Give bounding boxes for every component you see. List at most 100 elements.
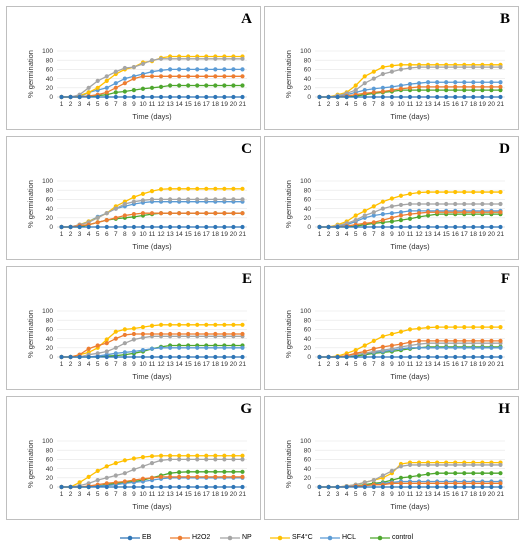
data-point [131, 467, 137, 472]
data-point [380, 344, 385, 349]
data-point [471, 338, 476, 343]
data-point [149, 354, 155, 360]
data-point [222, 67, 227, 72]
data-point [453, 325, 458, 330]
x-tick-label: 4 [87, 101, 91, 108]
data-point [480, 80, 485, 85]
data-point [416, 84, 422, 89]
y-axis-title: % germination [284, 310, 293, 358]
data-point [362, 224, 367, 230]
data-point [158, 74, 164, 79]
data-point [362, 213, 367, 218]
x-tick-label: 12 [157, 491, 165, 498]
data-point [122, 350, 127, 355]
data-point [480, 65, 485, 70]
data-point [353, 348, 358, 353]
legend: EB H2O2 NP SF4°C HCL control [120, 532, 420, 546]
y-tick-label: 40 [46, 466, 54, 473]
data-point [231, 197, 236, 202]
x-tick-label: 11 [407, 491, 414, 498]
data-point [149, 94, 155, 100]
data-point [231, 74, 236, 79]
data-point [407, 343, 413, 348]
data-point [122, 332, 127, 338]
data-point [104, 211, 109, 216]
data-point [95, 343, 100, 348]
x-tick-label: 14 [176, 231, 184, 238]
data-point [186, 197, 191, 202]
x-tick-label: 5 [354, 491, 358, 498]
x-tick-label: 1 [60, 491, 64, 498]
data-point [489, 484, 494, 490]
data-point [353, 354, 358, 360]
data-point [362, 349, 367, 354]
data-point [86, 346, 91, 351]
data-point [131, 212, 137, 217]
x-tick-label: 8 [123, 491, 127, 498]
data-point [195, 94, 200, 100]
x-tick-label: 17 [461, 361, 469, 368]
x-tick-label: 17 [461, 231, 469, 238]
data-point [222, 83, 227, 88]
series-h2o2 [317, 210, 503, 230]
data-point [362, 81, 367, 86]
x-tick-label: 21 [497, 361, 505, 368]
data-point [453, 65, 458, 70]
data-point [95, 351, 100, 356]
data-point [389, 211, 395, 216]
data-point [398, 83, 404, 88]
x-tick-label: 12 [157, 361, 165, 368]
data-point [489, 189, 494, 195]
data-point [416, 338, 422, 343]
data-point [122, 341, 127, 346]
y-tick-label: 100 [300, 308, 311, 315]
data-point [335, 484, 340, 490]
data-point [140, 464, 146, 469]
data-point [480, 354, 485, 360]
x-tick-label: 18 [212, 101, 220, 108]
data-point [489, 345, 494, 350]
x-tick-label: 21 [239, 231, 247, 238]
x-tick-label: 2 [327, 101, 331, 108]
data-point [231, 322, 236, 327]
data-point [131, 195, 137, 200]
data-point [462, 210, 467, 215]
data-point [213, 56, 218, 61]
data-point [489, 481, 494, 486]
x-tick-label: 14 [434, 361, 442, 368]
data-point [398, 342, 404, 347]
data-point [480, 481, 485, 486]
legend-swatch [120, 535, 140, 541]
data-point [380, 354, 385, 360]
data-point [167, 224, 173, 230]
x-tick-label: 1 [318, 101, 322, 108]
data-point [68, 354, 73, 360]
data-point [240, 457, 245, 462]
data-point [471, 65, 476, 70]
data-point [195, 331, 200, 337]
x-tick-label: 7 [372, 491, 376, 498]
y-axis-title: % germination [284, 440, 293, 488]
panel-letter: A [241, 11, 252, 27]
data-point [425, 462, 431, 468]
data-point [344, 354, 349, 360]
x-tick-label: 1 [60, 101, 64, 108]
data-point [326, 94, 331, 100]
x-tick-label: 13 [424, 491, 432, 498]
data-point [122, 479, 127, 484]
data-point [435, 84, 440, 89]
data-point [104, 78, 109, 83]
data-point [122, 94, 127, 100]
data-point [416, 326, 422, 331]
x-tick-label: 17 [461, 101, 469, 108]
y-tick-label: 20 [46, 475, 54, 482]
data-point [371, 220, 376, 225]
data-point [122, 471, 127, 476]
data-point [177, 67, 182, 72]
data-point [177, 83, 182, 88]
data-point [389, 484, 395, 490]
data-point [362, 94, 367, 100]
data-point [231, 224, 236, 230]
